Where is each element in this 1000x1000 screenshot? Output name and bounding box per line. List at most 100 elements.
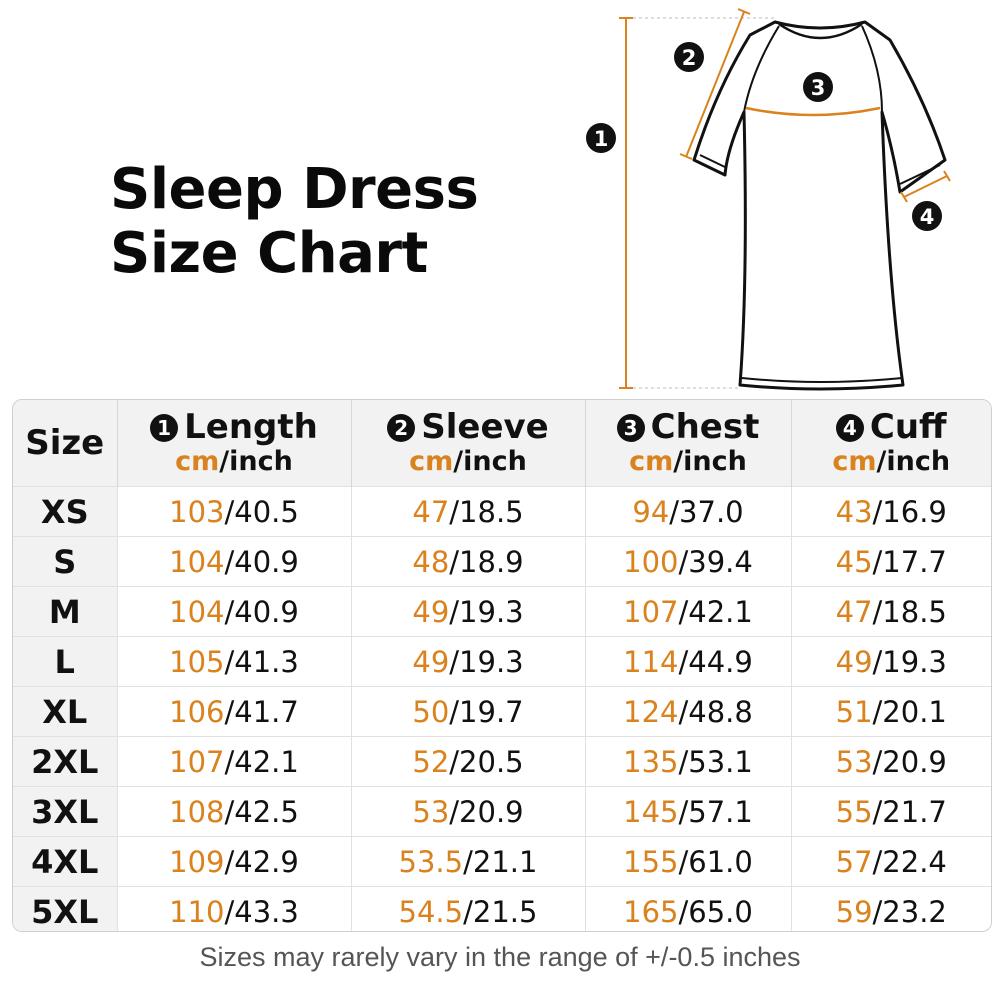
marker-2-sleeve: 2 (674, 42, 704, 72)
length-column-header: 1 Length cm/inch (117, 400, 352, 487)
chest-inch-value: /53.1 (678, 744, 753, 779)
marker-2-number: 2 (682, 46, 697, 70)
sleeve-cell: 49/19.3 (351, 586, 586, 637)
chest-cell: 124/48.8 (585, 686, 792, 737)
size-cell: 3XL (13, 786, 118, 837)
sleeve-cell: 53.5/21.1 (351, 836, 586, 887)
sleeve-cell: 50/19.7 (351, 686, 586, 737)
chest-cell: 155/61.0 (585, 836, 792, 887)
chest-cell: 107/42.1 (585, 586, 792, 637)
chest-cm-value: 107 (623, 594, 679, 629)
cuff-cell: 59/23.2 (791, 886, 991, 931)
chest-cm-value: 155 (623, 844, 679, 879)
cuff-inch-value: /20.9 (872, 744, 947, 779)
cuff-cm-value: 51 (835, 694, 873, 729)
chest-cell: 94/37.0 (585, 486, 792, 537)
sleeve-cm-value: 50 (412, 694, 450, 729)
cuff-inch-value: /20.1 (872, 694, 947, 729)
size-cell: 4XL (13, 836, 118, 887)
table-row: 2XL 107/42.1 52/20.5 135/53.1 53/20.9 (13, 736, 991, 787)
sleeve-inch-value: /20.9 (449, 794, 524, 829)
dress-outline (692, 20, 947, 391)
chest-cell: 100/39.4 (585, 536, 792, 587)
sleeve-cm-value: 49 (412, 594, 450, 629)
cuff-inch-value: /21.7 (872, 794, 947, 829)
sleeve-cm-value: 53 (412, 794, 450, 829)
chest-unit-inch: /inch (673, 446, 747, 477)
chest-cm-value: 145 (623, 794, 679, 829)
length-cm-value: 109 (169, 844, 225, 879)
page-title: Sleep Dress Size Chart (110, 157, 479, 286)
length-inch-value: /42.5 (224, 794, 299, 829)
cuff-cm-value: 49 (835, 644, 873, 679)
sleeve-cm-value: 47 (412, 494, 450, 529)
cuff-guide-line (903, 175, 948, 198)
length-cm-value: 104 (169, 544, 225, 579)
length-header-label: Length (184, 407, 318, 447)
sleeve-column-header: 2 Sleeve cm/inch (351, 400, 586, 487)
sleeve-header-label: Sleeve (421, 407, 549, 447)
sleeve-cell: 49/19.3 (351, 636, 586, 687)
chest-cm-value: 124 (623, 694, 679, 729)
cuff-column-header: 4 Cuff cm/inch (791, 400, 991, 487)
chest-cell: 114/44.9 (585, 636, 792, 687)
chest-inch-value: /61.0 (678, 844, 753, 879)
chest-cell: 145/57.1 (585, 786, 792, 837)
table-row: 4XL 109/42.9 53.5/21.1 155/61.0 57/22.4 (13, 836, 991, 887)
chest-inch-value: /65.0 (678, 894, 753, 929)
length-inch-value: /41.3 (224, 644, 299, 679)
cuff-inch-value: /17.7 (872, 544, 947, 579)
sleeve-cell: 53/20.9 (351, 786, 586, 837)
length-unit-cm: cm (175, 446, 220, 477)
cuff-cell: 57/22.4 (791, 836, 991, 887)
table-header-row: Size 1 Length cm/inch 2 Sleeve cm/inch 3 Ch… (13, 400, 991, 487)
cuff-cell: 49/19.3 (791, 636, 991, 687)
length-cm-value: 105 (169, 644, 225, 679)
sleeve-cm-value: 52 (412, 744, 450, 779)
table-row: 3XL 108/42.5 53/20.9 145/57.1 55/21.7 (13, 786, 991, 837)
cuff-guide-right-tick (943, 170, 951, 182)
chest-inch-value: /44.9 (678, 644, 753, 679)
sleeve-guide-bottom-tick (679, 153, 693, 160)
cuff-cell: 47/18.5 (791, 586, 991, 637)
marker-3-chest: 3 (803, 72, 833, 102)
sleeve-cell: 54.5/21.5 (351, 886, 586, 931)
cuff-cell: 45/17.7 (791, 536, 991, 587)
chest-inch-value: /37.0 (669, 494, 744, 529)
table-row: M 104/40.9 49/19.3 107/42.1 47/18.5 (13, 586, 991, 637)
marker-3-number: 3 (811, 76, 826, 100)
size-cell: L (13, 636, 118, 687)
sleeve-inch-value: /19.3 (449, 594, 524, 629)
length-inch-value: /40.5 (224, 494, 299, 529)
length-inch-value: /40.9 (224, 594, 299, 629)
table-row: XS 103/40.5 47/18.5 94/37.0 43/16.9 (13, 486, 991, 537)
cuff-cm-value: 53 (835, 744, 873, 779)
cuff-cm-value: 55 (835, 794, 873, 829)
sleeve-unit-cm: cm (409, 446, 454, 477)
length-inch-value: /40.9 (224, 544, 299, 579)
sleeve-cm-value: 54.5 (398, 894, 464, 929)
cuff-cell: 55/21.7 (791, 786, 991, 837)
length-cm-value: 106 (169, 694, 225, 729)
chest-inch-value: /42.1 (678, 594, 753, 629)
length-number-badge: 1 (150, 414, 179, 442)
cuff-cm-value: 47 (835, 594, 873, 629)
cuff-cm-value: 45 (835, 544, 873, 579)
title-line-2: Size Chart (110, 221, 428, 286)
marker-1-number: 1 (594, 127, 609, 151)
chest-guide-line (745, 106, 881, 117)
size-cell: 5XL (13, 886, 118, 931)
table-row: XL 106/41.7 50/19.7 124/48.8 51/20.1 (13, 686, 991, 737)
sleeve-hem-right (899, 164, 941, 185)
length-cm-value: 107 (169, 744, 225, 779)
length-cell: 105/41.3 (117, 636, 352, 687)
sleeve-cm-value: 48 (412, 544, 450, 579)
marker-4-cuff: 4 (912, 201, 942, 231)
length-unit-inch: /inch (219, 446, 293, 477)
cuff-cell: 53/20.9 (791, 736, 991, 787)
chest-cell: 165/65.0 (585, 886, 792, 931)
chest-cm-value: 94 (632, 494, 670, 529)
title-line-1: Sleep Dress (110, 157, 479, 222)
chest-inch-value: /39.4 (678, 544, 753, 579)
sleeve-inch-value: /21.5 (463, 894, 538, 929)
